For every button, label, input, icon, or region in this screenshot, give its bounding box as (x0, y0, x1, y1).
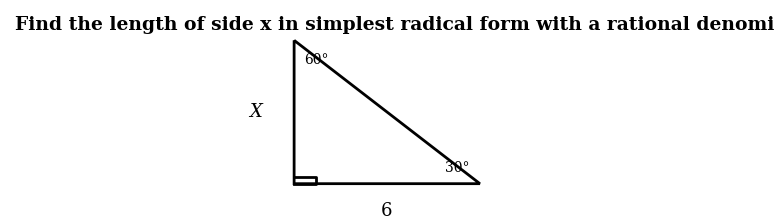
Text: 60°: 60° (304, 54, 329, 67)
Text: 6: 6 (382, 202, 392, 220)
Text: 30°: 30° (445, 161, 470, 175)
Text: Find the length of side x in simplest radical form with a rational denominator.: Find the length of side x in simplest ra… (15, 16, 774, 34)
Text: X: X (249, 103, 262, 121)
